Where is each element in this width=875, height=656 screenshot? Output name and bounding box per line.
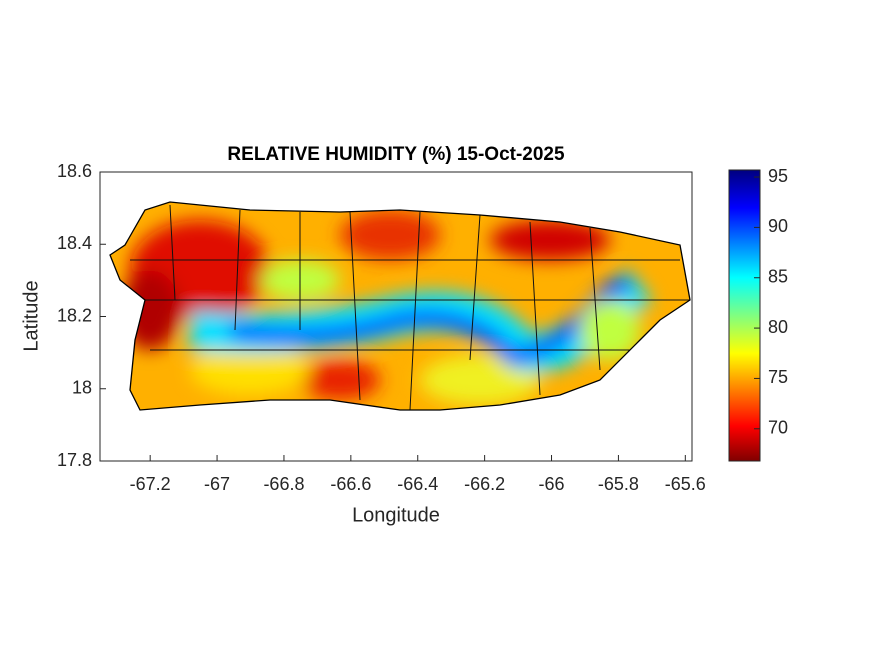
x-tick-label: -66 — [539, 474, 565, 494]
colorbar-tick-label: 95 — [768, 166, 788, 186]
x-tick-label: -65.8 — [598, 474, 639, 494]
x-tick-label: -66.2 — [464, 474, 505, 494]
colorbar-tick-label: 70 — [768, 418, 788, 438]
humidity-field — [110, 202, 690, 410]
x-axis-label: Longitude — [352, 504, 440, 526]
x-tick-label: -66.6 — [330, 474, 371, 494]
chart-title: RELATIVE HUMIDITY (%) 15-Oct-2025 — [227, 144, 565, 165]
coastline — [109, 201, 691, 411]
colorbar — [728, 169, 761, 462]
y-tick-label: 18.4 — [57, 233, 92, 253]
x-tick-label: -66.4 — [397, 474, 438, 494]
x-tick-label: -66.8 — [263, 474, 304, 494]
x-tick-label: -67 — [204, 474, 230, 494]
colorbar-tick-label: 85 — [768, 266, 788, 286]
y-tick-label: 17.8 — [57, 450, 92, 470]
colorbar-tick-label: 75 — [768, 367, 788, 387]
x-tick-label: -65.6 — [665, 474, 706, 494]
y-tick-label: 18.2 — [57, 305, 92, 325]
colorbar-tick-label: 90 — [768, 216, 788, 236]
y-tick-label: 18 — [72, 378, 92, 398]
x-tick-label: -67.2 — [130, 474, 171, 494]
colorbar-tick-label: 80 — [768, 317, 788, 337]
y-tick-label: 18.6 — [57, 161, 92, 181]
y-axis-label: Latitude — [20, 280, 42, 351]
